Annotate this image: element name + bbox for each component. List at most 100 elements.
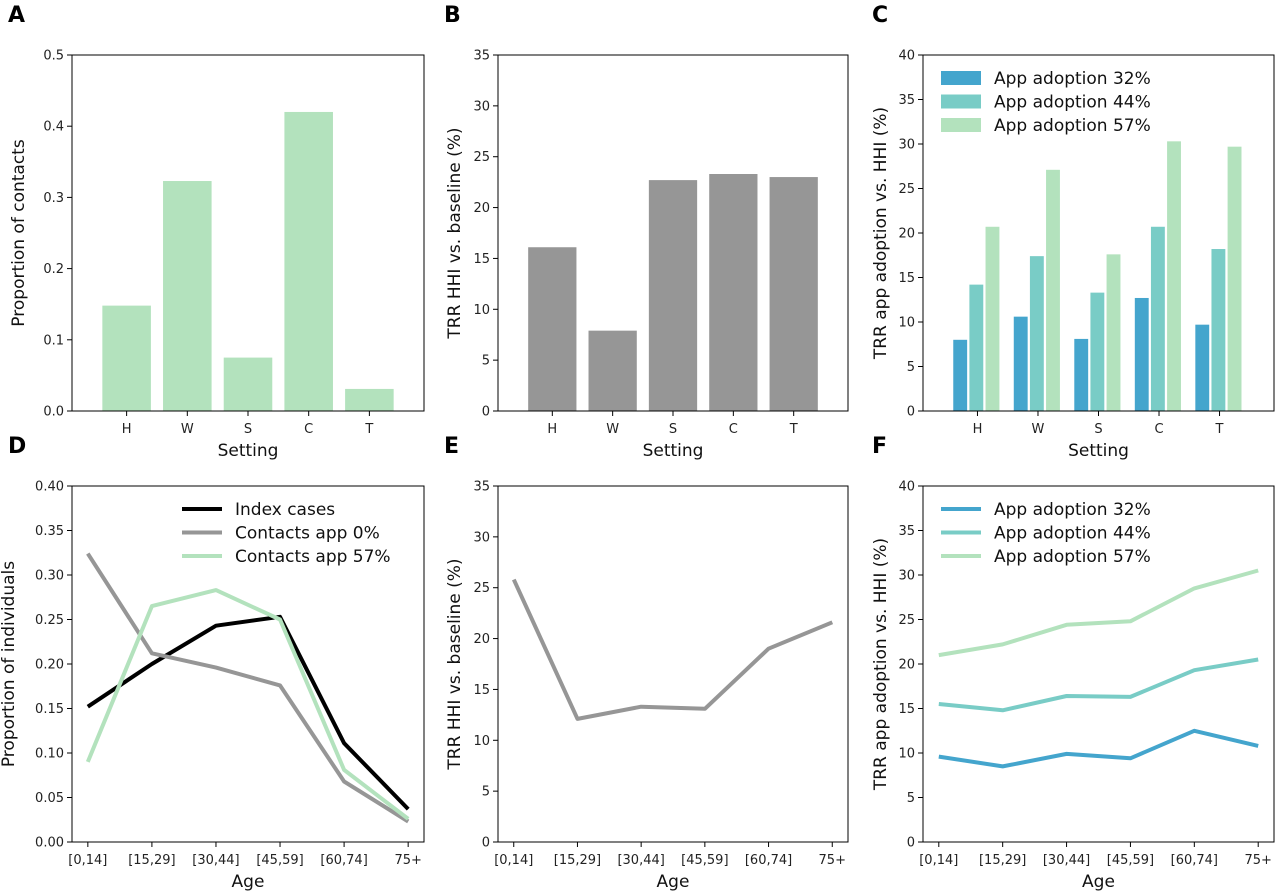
x-tick-label-d-1: [15,29]: [128, 853, 175, 868]
x-tick-label-f-3: [45,59]: [1107, 853, 1154, 868]
bar-c-s1-W: [1029, 256, 1044, 411]
y-tick-label-d-5: 0.25: [35, 613, 64, 628]
x-tick-label-b-0: H: [547, 422, 557, 437]
x-tick-label-e-3: [45,59]: [681, 853, 728, 868]
y-tick-label-b-1: 5: [482, 354, 490, 369]
x-tick-label-c-2: S: [1094, 422, 1102, 437]
y-tick-label-c-0: 0: [907, 405, 915, 420]
x-tick-label-b-1: W: [606, 422, 619, 437]
series-line-d-0: [86, 614, 410, 811]
bar-c-s2-S: [1106, 254, 1121, 411]
x-tick-label-f-0: [0,14]: [919, 853, 958, 868]
x-tick-label-e-4: [60,74]: [745, 853, 792, 868]
x-tick-label-d-4: [60,74]: [320, 853, 367, 868]
x-tick-label-c-0: H: [973, 422, 983, 437]
legend-label-d-2: Contacts app 57%: [235, 547, 391, 567]
x-axis-label-c: Setting: [1068, 441, 1129, 461]
y-tick-label-c-3: 15: [898, 271, 915, 286]
legend-label-c-2: App adoption 57%: [994, 116, 1151, 136]
x-axis-label-b: Setting: [643, 441, 704, 461]
y-tick-label-a-2: 0.2: [43, 262, 64, 277]
y-tick-label-f-0: 0: [907, 836, 915, 851]
y-axis-label-c: TRR app adoption vs. HHI (%): [871, 107, 891, 360]
y-tick-label-e-4: 20: [473, 632, 490, 647]
x-axis-label-f: Age: [1082, 872, 1115, 892]
bar-b-T: [769, 177, 818, 411]
y-tick-label-e-5: 25: [473, 581, 490, 596]
series-line-f-2: [938, 568, 1259, 658]
bar-c-s0-W: [1013, 316, 1028, 411]
y-tick-label-d-3: 0.15: [35, 702, 64, 717]
legend-label-d-0: Index cases: [235, 500, 335, 520]
x-axis-label-d: Age: [232, 872, 265, 892]
x-tick-label-d-2: [30,44]: [192, 853, 239, 868]
y-tick-label-e-3: 15: [473, 683, 490, 698]
y-tick-label-b-2: 10: [473, 303, 490, 318]
legend-label-d-1: Contacts app 0%: [235, 524, 380, 544]
legend-f: App adoption 32% App adoption 44% App adop…: [941, 500, 1151, 567]
legend-d: Index cases Contacts app 0% Contacts app 5…: [182, 500, 391, 567]
legend-label-f-1: App adoption 44%: [994, 524, 1151, 544]
x-tick-label-f-5: 75+: [1244, 853, 1271, 868]
x-tick-label-e-5: 75+: [819, 853, 846, 868]
bar-a-H: [102, 305, 151, 411]
y-tick-label-e-6: 30: [473, 530, 490, 545]
series-line-e-0: [511, 578, 834, 721]
y-axis-label-b: TRR HHI vs. baseline (%): [445, 127, 465, 339]
y-tick-label-f-2: 10: [898, 747, 915, 762]
panel-f: F 0 5 10 15 20 25 30 35 40 [0,14] [15,29] [30,44] [45…: [871, 434, 1275, 892]
y-tick-label-c-8: 40: [898, 49, 915, 64]
bar-a-S: [223, 357, 273, 411]
y-tick-label-c-7: 35: [898, 93, 915, 108]
x-axis-label-e: Age: [657, 872, 690, 892]
bar-c-s1-C: [1150, 226, 1165, 411]
y-tick-label-b-4: 20: [473, 201, 490, 216]
panel-letter-e: E: [444, 434, 459, 459]
y-tick-label-d-7: 0.35: [35, 524, 64, 539]
bar-b-W: [588, 330, 637, 411]
bar-b-S: [648, 180, 698, 411]
y-tick-label-c-5: 25: [898, 182, 915, 197]
panel-letter-d: D: [8, 434, 26, 459]
y-tick-label-b-6: 30: [473, 99, 490, 114]
x-tick-label-c-4: T: [1215, 422, 1224, 437]
y-tick-label-b-0: 0: [482, 405, 490, 420]
bar-c-s1-H: [969, 284, 984, 411]
x-tick-label-a-2: S: [244, 422, 252, 437]
y-axis-label-f: TRR app adoption vs. HHI (%): [871, 538, 891, 791]
bar-b-H: [528, 247, 577, 411]
panel-letter-c: C: [872, 3, 888, 28]
y-tick-label-a-5: 0.5: [43, 49, 64, 64]
x-tick-label-a-3: C: [304, 422, 313, 437]
y-tick-label-f-6: 30: [898, 569, 915, 584]
x-tick-label-d-0: [0,14]: [68, 853, 107, 868]
bar-c-s2-T: [1227, 146, 1242, 412]
y-tick-label-f-4: 20: [898, 658, 915, 673]
panel-letter-f: F: [872, 434, 887, 459]
panel-d: D 0.00 0.05 0.10 0.15 0.20 0.25 0.30 0.35 0.40 [0,…: [0, 434, 425, 892]
y-tick-label-d-6: 0.30: [35, 569, 64, 584]
y-tick-label-d-0: 0.00: [35, 836, 64, 851]
x-tick-label-f-4: [60,74]: [1171, 853, 1218, 868]
x-tick-label-a-1: W: [181, 422, 194, 437]
panel-a: A 0.0 0.1 0.2 0.3 0.4 0.5 H W S C T Setting Proportio…: [8, 3, 425, 461]
legend-label-c-0: App adoption 32%: [994, 69, 1151, 89]
panel-letter-b: B: [444, 3, 461, 28]
bar-c-s0-S: [1074, 338, 1089, 411]
y-tick-label-d-1: 0.05: [35, 791, 64, 806]
y-tick-label-d-4: 0.20: [35, 658, 64, 673]
y-tick-label-a-1: 0.1: [43, 333, 64, 348]
y-tick-label-e-0: 0: [482, 836, 490, 851]
legend-c: App adoption 32% App adoption 44% App adop…: [941, 69, 1151, 136]
y-tick-label-e-7: 35: [473, 480, 490, 495]
y-tick-label-b-7: 35: [473, 49, 490, 64]
y-tick-label-f-1: 5: [907, 791, 915, 806]
x-tick-label-e-1: [15,29]: [554, 853, 601, 868]
y-tick-label-a-0: 0.0: [43, 405, 64, 420]
bar-c-s0-T: [1195, 324, 1210, 411]
bar-c-s2-W: [1046, 169, 1060, 411]
legend-swatch-c-1: [941, 94, 981, 109]
y-tick-label-b-5: 25: [473, 150, 490, 165]
y-tick-label-f-7: 35: [898, 524, 915, 539]
bar-b-C: [709, 174, 758, 411]
